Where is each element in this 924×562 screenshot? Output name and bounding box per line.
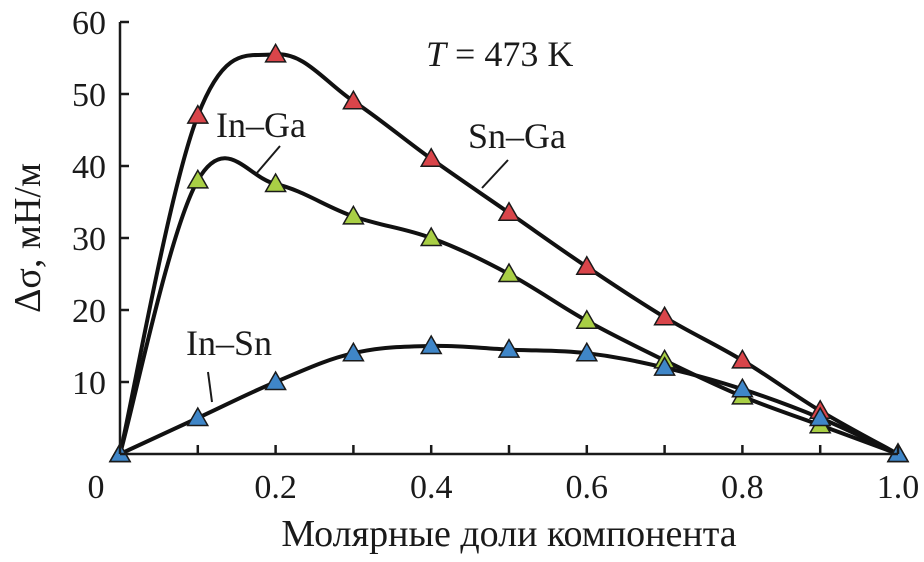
series-pointer-sn-ga bbox=[481, 159, 509, 189]
y-tick-label: 30 bbox=[72, 221, 106, 258]
y-tick-label: 50 bbox=[72, 77, 106, 114]
temperature-annotation: T = 473 K bbox=[426, 34, 573, 74]
axis-ticks bbox=[120, 20, 900, 454]
data-point-0 bbox=[731, 348, 754, 369]
data-point-0 bbox=[653, 305, 676, 326]
y-axis-title: Δσ, мН/м bbox=[7, 163, 49, 313]
data-point-2 bbox=[731, 377, 754, 398]
data-point-2 bbox=[419, 334, 443, 355]
series-markers bbox=[108, 42, 910, 463]
x-tick-label: 0.6 bbox=[566, 469, 609, 506]
temperature-variable: T bbox=[426, 34, 449, 74]
data-point-1 bbox=[575, 309, 599, 330]
y-tick-label: 40 bbox=[72, 149, 106, 186]
data-point-0 bbox=[342, 89, 365, 110]
data-point-1 bbox=[186, 168, 210, 189]
data-point-2 bbox=[186, 406, 210, 427]
data-point-2 bbox=[264, 370, 287, 391]
y-tick-label: 10 bbox=[72, 365, 106, 402]
x-tick-label: 0 bbox=[88, 469, 105, 506]
series-line-1 bbox=[118, 156, 899, 456]
x-tick-label: 0.8 bbox=[721, 469, 764, 506]
data-point-1 bbox=[497, 262, 521, 283]
tick-labels: 10 20 30 40 50 60 0 0.2 0.4 0.6 0.8 1.0 bbox=[72, 5, 919, 506]
data-point-2 bbox=[808, 406, 832, 427]
data-point-0 bbox=[575, 255, 599, 276]
data-point-0 bbox=[186, 104, 210, 124]
y-tick-label: 20 bbox=[72, 293, 106, 330]
series-label-in-sn: In–Sn bbox=[186, 323, 272, 363]
data-point-0 bbox=[264, 42, 287, 63]
data-point-2 bbox=[575, 341, 599, 362]
data-point-0 bbox=[419, 147, 443, 168]
y-tick-label: 60 bbox=[72, 5, 106, 42]
series-label-sn-ga: Sn–Ga bbox=[468, 116, 566, 156]
data-point-2 bbox=[497, 338, 521, 358]
data-point-1 bbox=[342, 204, 365, 225]
x-tick-label: 0.2 bbox=[254, 469, 297, 506]
data-point-1 bbox=[419, 226, 443, 247]
x-axis-title: Молярные доли компонента bbox=[281, 513, 736, 555]
data-point-1 bbox=[264, 172, 287, 193]
series-pointer-in-ga bbox=[255, 145, 281, 175]
x-tick-label: 1.0 bbox=[877, 469, 920, 506]
data-point-0 bbox=[497, 201, 521, 222]
data-point-2 bbox=[342, 341, 365, 362]
x-tick-label: 0.4 bbox=[410, 469, 453, 506]
temperature-value: = 473 K bbox=[446, 34, 573, 74]
data-point-2 bbox=[653, 356, 676, 376]
series-label-in-ga: In–Ga bbox=[216, 105, 306, 145]
series-pointer-in-sn bbox=[207, 371, 213, 403]
